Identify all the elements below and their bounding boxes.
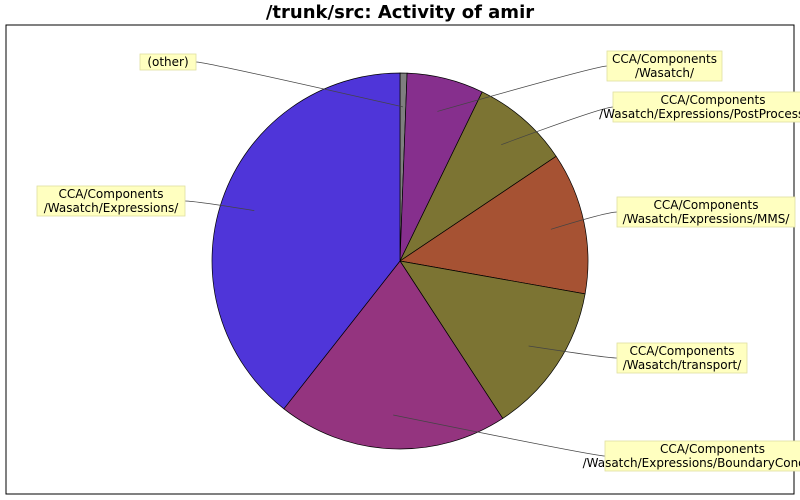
slice-label-box-6 xyxy=(36,185,186,217)
slice-label-box-4 xyxy=(616,342,748,374)
pie-slice-3 xyxy=(399,155,589,295)
slice-label-2-line-0: CCA/Components xyxy=(661,93,766,107)
slice-label-box-1 xyxy=(606,50,723,82)
slice-label-5-line-0: CCA/Components xyxy=(660,442,765,456)
label-leader-lines xyxy=(184,61,618,457)
leader-line-3 xyxy=(550,211,618,230)
pie-slice-5 xyxy=(283,260,504,450)
leader-line-6 xyxy=(184,200,255,211)
slice-label-1-line-0: CCA/Components xyxy=(612,52,717,66)
slice-label-1-line-1: /Wasatch/ xyxy=(635,66,695,80)
slice-label-6-line-1: /Wasatch/Expressions/ xyxy=(44,201,179,215)
slice-label-3-line-1: /Wasatch/Expressions/MMS/ xyxy=(623,212,791,226)
pie-slices xyxy=(211,72,589,450)
slice-labels: (other) CCA/Components/Wasatch/CCA/Compon… xyxy=(36,50,800,472)
pie-slice-6 xyxy=(211,72,401,410)
slice-label-box-5 xyxy=(604,440,800,472)
leader-line-5 xyxy=(393,414,606,457)
leader-line-0 xyxy=(195,61,403,108)
slice-label-4-line-0: CCA/Components xyxy=(630,344,735,358)
slice-label-6-line-0: CCA/Components xyxy=(59,187,164,201)
slice-label-4-line-1: /Wasatch/transport/ xyxy=(623,358,742,372)
slice-label-box-0 xyxy=(139,53,197,71)
leader-line-4 xyxy=(528,345,618,359)
slice-label-5-line-1: /Wasatch/Expressions/BoundaryConditions/ xyxy=(583,456,800,470)
slice-label-box-3 xyxy=(616,196,796,228)
slice-label-2-line-1: /Wasatch/Expressions/PostProcessing/ xyxy=(599,107,800,121)
leader-line-2 xyxy=(501,106,614,146)
leader-line-1 xyxy=(437,65,608,112)
slice-label-box-2 xyxy=(612,91,800,123)
pie-slice-4 xyxy=(399,260,586,419)
slice-label-3-line-0: CCA/Components xyxy=(654,198,759,212)
slice-label-0-line-0: (other) xyxy=(147,55,188,69)
chart-title: /trunk/src: Activity of amir xyxy=(265,2,535,23)
pie-slice-2 xyxy=(399,91,557,263)
